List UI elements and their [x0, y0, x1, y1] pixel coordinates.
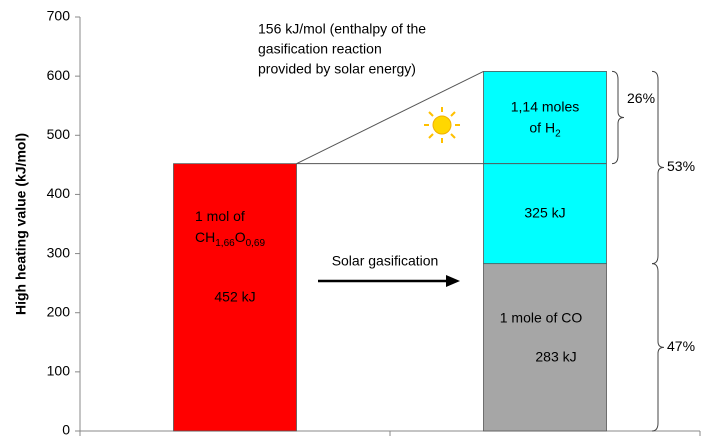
bar-segment	[483, 263, 607, 432]
y-tick-label: 300	[47, 244, 71, 260]
sun	[424, 107, 460, 143]
annotation: 156 kJ/mol (enthalpy of the	[258, 21, 426, 37]
bar-segment	[483, 71, 607, 265]
label-part: of H	[529, 119, 555, 135]
label-part: 1,14 moles	[511, 98, 579, 114]
y-axis-label: High heating value (kJ/mol)	[13, 133, 29, 315]
arrow-head	[446, 275, 460, 287]
y-tick-label: 200	[47, 303, 71, 319]
percentage-label: 47%	[667, 338, 695, 354]
segment-label: 1,14 moles	[511, 98, 579, 114]
value-label: 325 kJ	[524, 204, 565, 220]
y-tick-label: 600	[47, 67, 71, 83]
percentage-label: 26%	[627, 90, 655, 106]
percentage-label: 53%	[667, 158, 695, 174]
label-part: CH	[195, 229, 215, 245]
annotation: gasification reaction	[258, 41, 382, 57]
label-part: 1 mol of	[195, 208, 245, 224]
y-tick-label: 0	[62, 422, 70, 437]
value-label: 452 kJ	[214, 289, 255, 305]
label-part: O	[235, 229, 246, 245]
y-tick-label: 400	[47, 185, 71, 201]
brace	[651, 263, 665, 432]
segment-label: CH1,66O0,69	[195, 229, 265, 249]
segment-label: 1 mole of CO	[500, 309, 583, 325]
bar-segment	[173, 163, 297, 432]
segment-label: 1 mol of	[195, 208, 245, 224]
brace	[651, 70, 665, 265]
arrow-label: Solar gasification	[332, 253, 439, 269]
value-label: 283 kJ	[535, 348, 576, 364]
label-part: 2	[555, 129, 561, 140]
label-part: 0,69	[246, 238, 266, 249]
y-tick-label: 700	[47, 8, 71, 24]
y-tick-label: 100	[47, 363, 71, 379]
y-tick-label: 500	[47, 126, 71, 142]
segment-label: of H2	[529, 119, 561, 139]
brace	[611, 70, 625, 165]
label-part: 1 mole of CO	[500, 309, 583, 325]
connector	[296, 70, 484, 165]
annotation: provided by solar energy)	[258, 61, 416, 77]
label-part: 1,66	[215, 238, 235, 249]
